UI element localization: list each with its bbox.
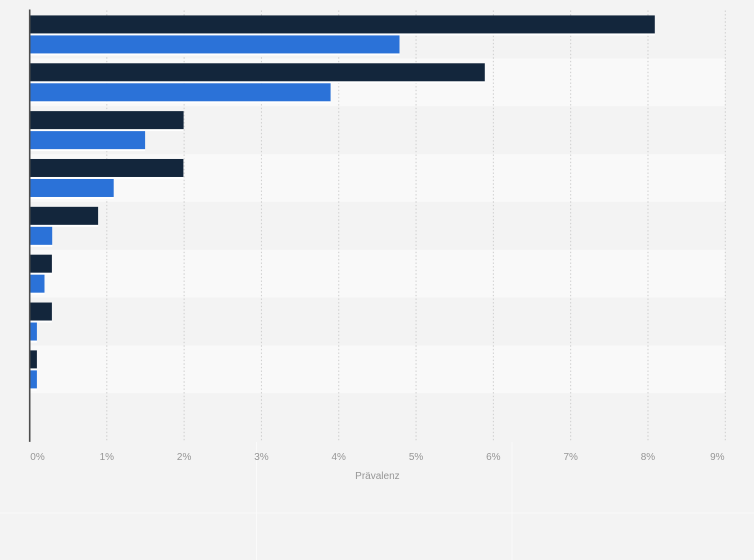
svg-text:0%: 0% (30, 452, 45, 463)
svg-text:4%: 4% (332, 452, 347, 463)
svg-text:6%: 6% (486, 452, 501, 463)
svg-text:Prävalenz: Prävalenz (355, 471, 399, 482)
svg-text:1%: 1% (100, 452, 115, 463)
svg-text:9%: 9% (710, 452, 725, 463)
svg-text:5%: 5% (409, 452, 424, 463)
svg-text:7%: 7% (563, 452, 578, 463)
svg-text:8%: 8% (641, 452, 656, 463)
svg-text:3%: 3% (254, 452, 269, 463)
svg-text:2%: 2% (177, 452, 192, 463)
